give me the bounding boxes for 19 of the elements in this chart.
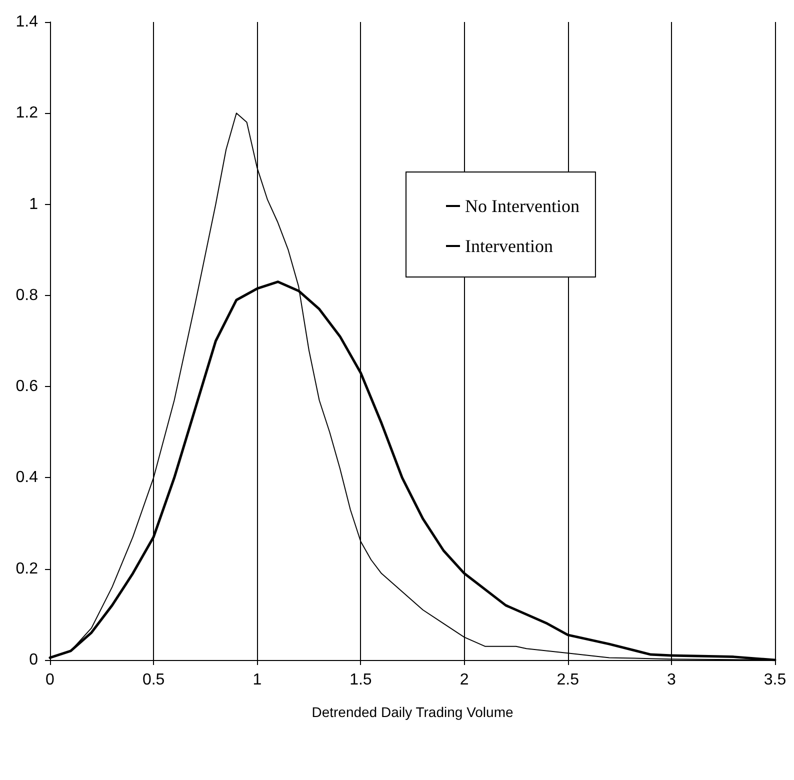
y-tick-label: 0.4 bbox=[16, 469, 38, 486]
x-axis-title: Detrended Daily Trading Volume bbox=[312, 704, 514, 720]
x-tick-label: 1.5 bbox=[350, 672, 372, 688]
y-tick-label: 1 bbox=[29, 196, 38, 213]
y-tick-label: 0.6 bbox=[16, 378, 38, 396]
y-tick-label: 0 bbox=[29, 652, 38, 668]
x-tick-label: 1 bbox=[252, 672, 262, 688]
y-tick-label: 1.4 bbox=[16, 14, 38, 30]
x-tick-label: 2 bbox=[460, 672, 469, 688]
y-tick-label: 1.2 bbox=[16, 104, 38, 122]
x-tick-label: 0.5 bbox=[142, 672, 165, 688]
y-tick-label: 0.8 bbox=[16, 286, 38, 304]
legend-label: No Intervention bbox=[465, 196, 580, 216]
x-tick-label: 2.5 bbox=[556, 672, 580, 688]
x-tick-label: 3.5 bbox=[764, 672, 786, 688]
x-tick-label: 0 bbox=[46, 672, 55, 688]
legend-label: Intervention bbox=[465, 236, 553, 256]
x-tick-label: 3 bbox=[666, 672, 676, 688]
y-tick-label: 0.2 bbox=[16, 560, 38, 578]
